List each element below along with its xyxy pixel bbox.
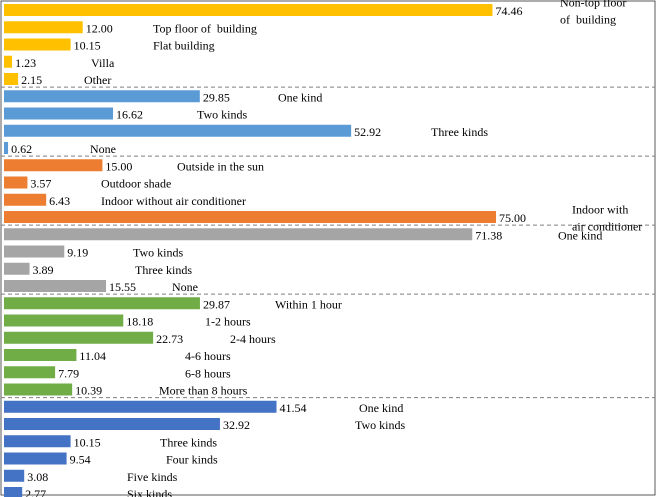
category-label: of building <box>560 13 616 27</box>
category-label: Indoor without air conditioner <box>101 194 246 208</box>
bar <box>4 469 25 482</box>
bar <box>4 280 107 292</box>
bar <box>4 297 200 310</box>
category-label: Two kinds <box>197 108 247 122</box>
category-label: Three kinds <box>431 125 488 139</box>
value-label: 16.62 <box>116 108 143 122</box>
bar <box>4 38 71 51</box>
value-label: 15.55 <box>109 280 136 294</box>
bar <box>4 55 13 68</box>
value-label: 9.19 <box>67 246 88 260</box>
value-label: 10.15 <box>74 39 101 53</box>
category-label: 2-4 hours <box>230 332 276 346</box>
value-label: 10.15 <box>74 435 101 449</box>
bar <box>4 142 9 154</box>
category-label: Two kinds <box>355 418 405 432</box>
category-label: Two kinds <box>133 246 183 260</box>
category-label: Outside in the sun <box>177 159 264 173</box>
bar <box>4 314 124 327</box>
category-label: Three kinds <box>160 435 217 449</box>
category-label: Villa <box>91 56 115 70</box>
bar <box>4 107 114 120</box>
bars-layer <box>4 4 496 497</box>
category-label: Flat building <box>153 39 215 53</box>
category-label: Five kinds <box>127 470 178 484</box>
bar <box>4 400 277 413</box>
value-label: 2.77 <box>25 487 46 497</box>
value-label: 7.79 <box>58 366 79 380</box>
value-label: 71.38 <box>475 228 502 242</box>
bar <box>4 331 154 344</box>
bar <box>4 452 67 465</box>
bar <box>4 124 352 137</box>
category-label: None <box>90 142 116 156</box>
category-label: One kind <box>278 90 322 104</box>
category-label: Outdoor shade <box>101 177 171 191</box>
bar <box>4 90 200 103</box>
value-label: 32.92 <box>223 418 250 432</box>
category-label: Indoor with <box>572 203 628 217</box>
category-label: 4-6 hours <box>185 349 231 363</box>
bar <box>4 211 496 223</box>
category-label: One kind <box>558 228 602 242</box>
value-label: 12.00 <box>86 21 113 35</box>
value-label: 41.54 <box>280 401 307 415</box>
category-label: Within 1 hour <box>275 297 342 311</box>
value-label: 18.18 <box>126 315 153 329</box>
bar <box>4 383 73 396</box>
bar <box>4 418 220 430</box>
category-label: Six kinds <box>127 487 172 497</box>
value-label: 15.00 <box>105 159 132 173</box>
value-label: 0.62 <box>11 142 32 156</box>
value-label: 9.54 <box>70 453 91 467</box>
bar <box>4 176 28 189</box>
category-label: Top floor of building <box>153 21 257 35</box>
value-label: 29.87 <box>203 297 230 311</box>
value-label: 3.89 <box>33 263 54 277</box>
value-label: 10.39 <box>75 384 102 398</box>
bar <box>4 21 83 34</box>
value-label: 75.00 <box>499 211 526 225</box>
category-label: 1-2 hours <box>205 315 251 329</box>
value-label: 74.46 <box>495 4 522 18</box>
bar <box>4 349 77 361</box>
bar <box>4 228 473 241</box>
bar <box>4 4 493 16</box>
value-label: 2.15 <box>21 73 42 87</box>
value-label: 11.04 <box>79 349 106 363</box>
value-label: 22.73 <box>156 332 183 346</box>
bar <box>4 262 30 275</box>
value-label: 1.23 <box>15 56 36 70</box>
category-label: None <box>172 280 198 294</box>
bar <box>4 245 65 258</box>
category-label: 6-8 hours <box>185 366 231 380</box>
bar <box>4 487 23 497</box>
bar <box>4 159 103 172</box>
value-label: 3.08 <box>27 470 48 484</box>
value-label: 3.57 <box>30 177 51 191</box>
labels-layer: 74.46 Non-top floor of building 12.00 Top fl… <box>11 0 642 497</box>
category-label: Non-top floor <box>560 0 626 10</box>
bar <box>4 73 19 85</box>
category-label: air conditioner <box>572 220 642 234</box>
bar <box>4 193 47 206</box>
category-label: More than 8 hours <box>159 384 248 398</box>
value-label: 29.85 <box>203 90 230 104</box>
category-label: Three kinds <box>135 263 192 277</box>
category-label: Four kinds <box>166 453 218 467</box>
bar <box>4 435 71 448</box>
group-separators <box>1 86 655 399</box>
bar <box>4 366 56 379</box>
category-label: One kind <box>359 401 403 415</box>
value-label: 6.43 <box>49 194 70 208</box>
category-label: Other <box>84 73 111 87</box>
value-label: 52.92 <box>354 125 381 139</box>
